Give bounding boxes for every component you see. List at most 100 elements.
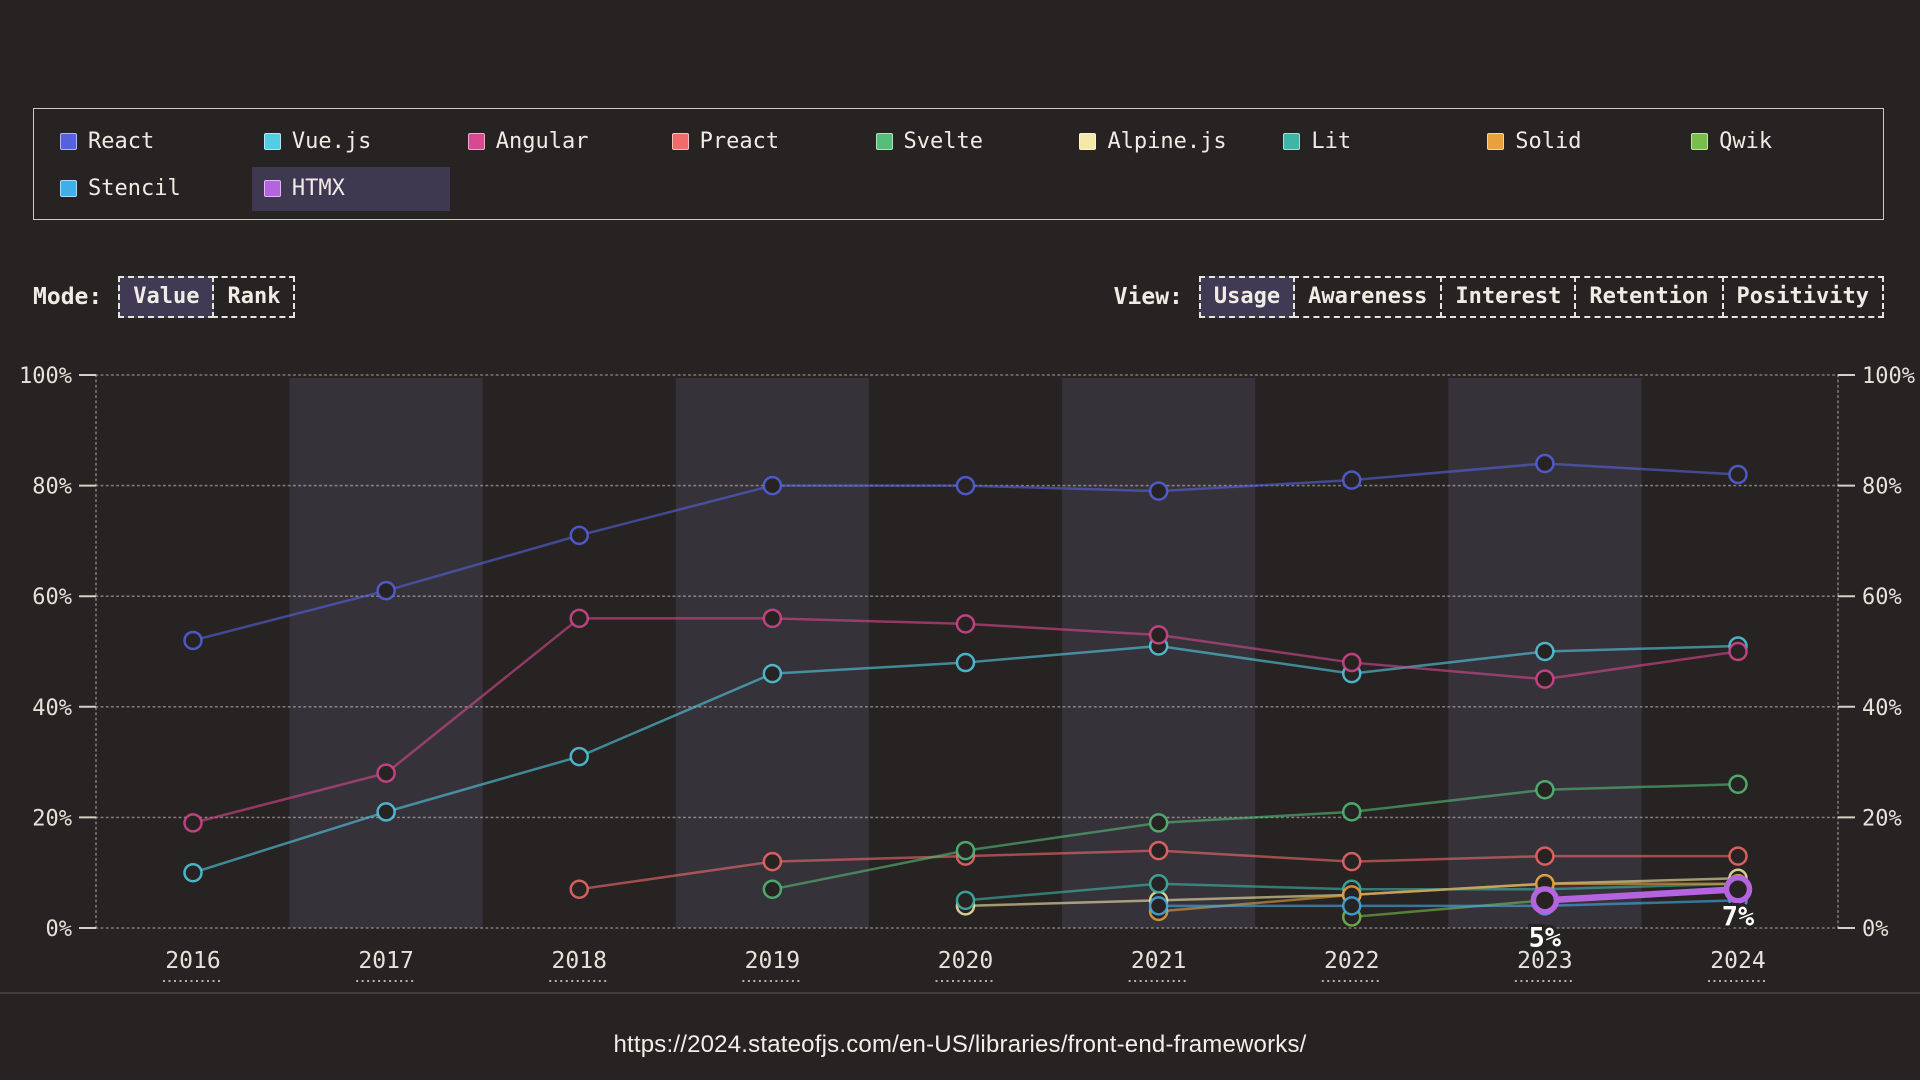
legend-item-htmx[interactable]: HTMX (251, 166, 450, 211)
year-label-2024[interactable]: 2024 (1710, 948, 1765, 974)
year-label-2018[interactable]: 2018 (552, 948, 607, 974)
data-point-preact (569, 879, 589, 900)
mode-rank-button[interactable]: Rank (212, 276, 296, 319)
legend-item-angular[interactable]: Angular (456, 120, 660, 164)
y-axis-label-right-0: 0% (1862, 917, 1889, 942)
legend-item-label: Angular (495, 129, 589, 154)
data-point-angular (762, 608, 783, 629)
data-point-preact (762, 851, 783, 872)
source-url: https://2024.stateofjs.com/en-US/librari… (613, 1031, 1307, 1058)
legend-swatch-icon (1691, 133, 1709, 150)
legend-item-label: Svelte (903, 129, 984, 154)
series-angular (183, 608, 1748, 833)
year-label-2021[interactable]: 2021 (1131, 948, 1186, 974)
legend-item-label: HTMX (291, 176, 345, 201)
view-positivity-button[interactable]: Positivity (1721, 276, 1884, 319)
mode-label: Mode: (33, 284, 103, 311)
data-point-svelte (762, 879, 783, 900)
y-axis-label-left-0: 0% (46, 917, 73, 942)
legend-swatch-icon (263, 133, 281, 150)
data-point-angular (569, 608, 589, 629)
point-value-label-2024: 7% (1722, 901, 1755, 932)
controls-bar: Mode: Value Rank View: Usage Awareness Inte… (33, 276, 1884, 319)
legend-item-solid[interactable]: Solid (1475, 120, 1679, 164)
legend: React Vue.js Angular Preact Svelte Alpine.js L… (33, 108, 1884, 220)
legend-item-vue-js[interactable]: Vue.js (252, 120, 456, 164)
data-point-htmx (1723, 875, 1753, 904)
data-point-angular (183, 813, 203, 833)
legend-item-label: Stencil (88, 176, 181, 201)
year-label-2023[interactable]: 2023 (1517, 948, 1572, 974)
y-axis-label-right-20: 20% (1862, 806, 1902, 831)
data-point-preact (1148, 840, 1169, 861)
series-line-solid (1157, 882, 1740, 913)
data-point-react (376, 580, 396, 601)
legend-swatch-icon (467, 133, 485, 150)
data-point-react (1535, 453, 1555, 474)
year-label-2016[interactable]: 2016 (165, 948, 220, 974)
view-control-group: View: Usage Awareness Interest Retention Pos… (1114, 276, 1884, 319)
year-band-2019 (675, 378, 869, 928)
year-label-2022[interactable]: 2022 (1324, 948, 1379, 974)
data-point-vue-js (376, 802, 396, 822)
year-band-2017 (289, 378, 483, 928)
y-axis-label-right-80: 80% (1862, 475, 1902, 500)
data-point-react (569, 525, 589, 546)
view-usage-button[interactable]: Usage (1198, 276, 1296, 319)
legend-item-qwik[interactable]: Qwik (1679, 120, 1883, 164)
data-point-preact (1535, 846, 1555, 866)
legend-item-lit[interactable]: Lit (1271, 120, 1475, 164)
legend-swatch-icon (875, 133, 893, 150)
series-line-stencil (1157, 899, 1740, 908)
data-point-react (955, 475, 976, 496)
legend-item-stencil[interactable]: Stencil (48, 167, 252, 211)
legend-item-alpine-js[interactable]: Alpine.js (1067, 120, 1271, 164)
data-point-preact (1728, 846, 1748, 866)
usage-line-chart: 0% 0% 20% 20% 40% 40% 60% 60% 80% 80% 100% 100% 5% 7%… (0, 364, 1920, 994)
data-point-vue-js (569, 746, 589, 767)
data-point-vue-js (762, 663, 783, 684)
legend-swatch-icon (1079, 133, 1097, 150)
data-point-angular (376, 763, 396, 783)
legend-swatch-icon (1487, 133, 1505, 150)
series-line-htmx (1541, 886, 1742, 904)
y-axis-label-right-40: 40% (1862, 696, 1902, 721)
y-axis-label-left-100: 100% (19, 364, 72, 389)
y-axis-label-right-100: 100% (1862, 364, 1915, 389)
data-point-angular (1148, 625, 1169, 645)
data-point-react (762, 475, 783, 496)
point-value-label-2023: 5% (1529, 922, 1562, 953)
year-label-2019[interactable]: 2019 (745, 948, 800, 974)
series-react (183, 453, 1748, 651)
y-axis-label-left-80: 80% (32, 475, 72, 500)
data-point-vue-js (955, 652, 976, 673)
legend-item-label: Qwik (1719, 129, 1773, 154)
data-point-react (1148, 481, 1169, 501)
legend-item-label: Vue.js (291, 129, 372, 154)
data-point-vue-js (1535, 641, 1555, 662)
legend-swatch-icon (60, 180, 77, 197)
year-label-2020[interactable]: 2020 (938, 948, 993, 974)
legend-item-label: React (88, 129, 155, 154)
data-point-angular (1535, 669, 1555, 689)
data-point-htmx (1530, 886, 1560, 915)
legend-item-preact[interactable]: Preact (660, 120, 864, 164)
y-axis-label-left-40: 40% (32, 696, 72, 721)
legend-item-react[interactable]: React (48, 120, 252, 164)
view-awareness-button[interactable]: Awareness (1293, 276, 1443, 319)
series-htmx (1530, 875, 1753, 915)
legend-item-svelte[interactable]: Svelte (864, 120, 1068, 164)
data-point-stencil (1342, 896, 1362, 916)
data-point-svelte (1728, 774, 1748, 794)
legend-swatch-icon (263, 180, 281, 197)
data-point-react (1342, 470, 1362, 490)
y-axis-label-right-60: 60% (1862, 585, 1902, 610)
legend-swatch-icon (671, 133, 689, 150)
legend-item-label: Preact (699, 129, 780, 154)
series-line-svelte (771, 782, 1740, 891)
data-point-stencil (1148, 896, 1169, 916)
year-label-2017[interactable]: 2017 (358, 948, 413, 974)
data-point-lit (955, 890, 976, 911)
data-point-lit (1148, 874, 1169, 894)
